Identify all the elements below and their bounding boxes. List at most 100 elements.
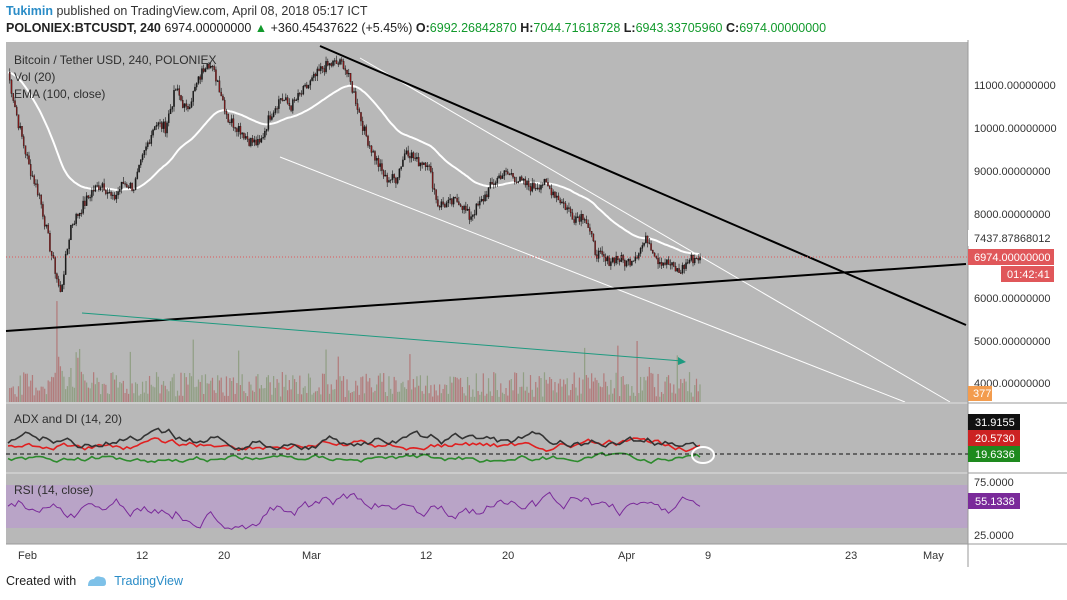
candle-body [541,184,544,186]
volume-bar [397,391,399,402]
volume-bar [87,387,89,402]
tradingview-link[interactable]: TradingView [114,574,183,588]
price-axis[interactable]: 11000.00000000 10000.00000000 9000.00000… [968,80,1057,401]
candle-body [120,181,123,190]
candle-body [15,106,18,115]
legend-ema[interactable]: EMA (100, close) [14,87,105,101]
candle-body [187,106,189,110]
candle-body [176,88,179,90]
candle-body [412,152,415,159]
volume-bar [486,393,488,402]
volume-bar [638,393,640,402]
candle-body [508,174,511,176]
candle-body [346,69,348,75]
volume-bar [155,372,158,402]
volume-bar [101,383,103,402]
candle-body [479,200,481,206]
legend-adx[interactable]: ADX and DI (14, 20) [14,412,122,426]
volume-bar [459,377,462,402]
candle-body [477,203,479,206]
candle-body [501,175,504,179]
volume-bar [643,376,645,402]
di-plus-value-label: 19.6336 [975,449,1015,461]
volume-bar [379,373,381,402]
volume-bar [473,396,476,402]
low-label: L: [623,21,636,35]
volume-bar [538,376,540,402]
candle-body [246,136,249,140]
volume-bar [627,384,629,402]
volume-bar [454,377,456,402]
volume-bar [512,390,514,402]
candle-body [486,194,488,198]
volume-bar [197,379,200,402]
volume-bar [112,372,114,402]
candle-body [152,129,154,136]
tradingview-logo-icon[interactable] [86,574,108,588]
candle-body [580,214,582,222]
volume-bar [66,386,69,402]
candle-body [38,194,41,196]
volume-label-bg [968,386,992,401]
candle-body [84,200,86,206]
high-label: H: [520,21,534,35]
chart-area[interactable]: Bitcoin / Tether USD, 240, POLONIEX Vol … [0,40,1067,567]
candle-body [417,157,420,167]
candle-body [365,126,367,137]
volume-bar [692,396,694,402]
candle-body [223,99,226,112]
candle-body [435,189,437,200]
volume-bar [232,377,235,402]
volume-bar [140,394,142,402]
volume-bar [115,375,117,402]
candle-body [391,174,394,180]
legend-volume[interactable]: Vol (20) [14,70,55,84]
candle-body [611,257,614,262]
volume-bar [575,387,577,402]
volume-bar [124,393,126,402]
volume-bar [508,380,511,402]
volume-bar [466,376,469,402]
candle-body [515,181,518,183]
candle-body [164,121,167,134]
time-axis[interactable]: Feb 12 20 Mar 12 20 Apr 9 23 May [18,550,944,562]
volume-bar [472,389,474,402]
candle-body [554,191,556,198]
time-label: 23 [845,550,857,562]
volume-bar [68,377,70,402]
candle-body [531,182,534,192]
candle-body [615,255,617,264]
volume-bar [290,389,292,402]
volume-bar [526,386,528,402]
candle-body [162,121,165,129]
candle-body [334,60,336,62]
candle-body [512,173,514,178]
legend-main-title[interactable]: Bitcoin / Tether USD, 240, POLONIEX [14,53,217,67]
volume-bar [65,389,67,402]
candle-body [148,142,151,144]
volume-bar [465,395,467,402]
chart-canvas[interactable]: Bitcoin / Tether USD, 240, POLONIEX Vol … [0,40,1067,567]
volume-bar [599,386,602,402]
adx-axis[interactable]: 31.9155 20.5730 19.6336 [968,414,1020,462]
volume-bar [171,377,173,402]
main-pane[interactable] [6,42,968,402]
volume-bar [542,396,544,402]
volume-bar [372,392,374,402]
candle-body [122,181,125,184]
volume-bar [498,396,500,402]
author-name[interactable]: Tukimin [6,4,53,18]
volume-bar [134,382,137,402]
arrow-head [678,357,686,365]
volume-bar [501,392,504,402]
volume-bar [570,389,572,402]
candle-body [285,97,287,101]
candle-body [578,216,581,222]
trendlines [5,45,967,403]
volume-bar [126,388,128,402]
candle-body [606,256,609,262]
legend-rsi[interactable]: RSI (14, close) [14,483,93,497]
candle-body [78,212,81,217]
volume-bar [636,340,638,402]
rsi-axis[interactable]: 75.0000 55.1338 25.0000 [968,477,1020,542]
